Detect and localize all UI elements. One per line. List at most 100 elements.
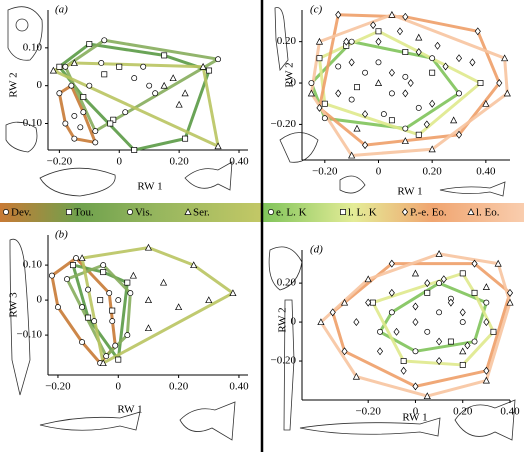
x-tick-label: 0 (413, 406, 419, 418)
x-axis-label: RW 1 (117, 404, 142, 416)
legend-band (262, 203, 524, 222)
point (229, 289, 237, 297)
point (182, 135, 189, 142)
point (362, 69, 369, 76)
legend-label: P.-e. Eo. (410, 207, 447, 219)
point (354, 84, 360, 91)
point (482, 376, 490, 384)
point (112, 342, 119, 349)
point (144, 296, 153, 304)
point (62, 120, 69, 127)
point (469, 58, 476, 67)
point (115, 297, 122, 304)
point (80, 109, 87, 116)
point (99, 359, 107, 367)
point (388, 309, 395, 316)
legend-label: Ser. (193, 207, 210, 219)
point (429, 69, 436, 76)
group-hull (80, 246, 235, 365)
point (77, 124, 84, 131)
point (374, 79, 383, 86)
group-hull (57, 42, 211, 152)
point (70, 59, 78, 66)
point (415, 33, 423, 41)
point (455, 54, 463, 63)
point (388, 10, 396, 18)
y-tick-label: −0.10 (17, 329, 43, 341)
point (396, 27, 404, 36)
point (503, 89, 511, 97)
group-hull (331, 262, 512, 388)
y-tick-label: 0 (37, 294, 43, 306)
x-tick-label: 0.40 (229, 381, 249, 393)
point (402, 12, 409, 21)
x-tick-label: 0.20 (453, 406, 473, 418)
point (353, 318, 360, 327)
point (388, 288, 395, 297)
point (370, 21, 377, 30)
x-tick-label: −0.20 (45, 381, 71, 393)
point (131, 147, 138, 153)
point (127, 290, 134, 297)
y-axis-label: RW 2 (8, 72, 20, 97)
point (97, 297, 104, 304)
point (362, 141, 369, 150)
point (101, 37, 108, 44)
legend-marker (340, 209, 346, 215)
point (146, 82, 153, 89)
point (388, 259, 395, 268)
point (401, 137, 409, 144)
x-tick-label: 0 (376, 166, 382, 178)
x-tick-label: 0.40 (476, 166, 496, 178)
point (335, 89, 342, 98)
point (122, 109, 129, 116)
point (388, 68, 395, 77)
legend-marker (268, 209, 274, 215)
x-tick-label: 0 (116, 381, 122, 393)
point (214, 142, 222, 150)
point (55, 304, 61, 311)
point (459, 270, 466, 277)
point (402, 73, 409, 80)
point (62, 63, 69, 70)
point (348, 38, 355, 45)
point (450, 116, 458, 124)
x-tick-label: 0.40 (500, 406, 520, 418)
point (365, 298, 372, 307)
point (482, 99, 490, 107)
point (464, 341, 471, 350)
point (190, 261, 198, 269)
point (161, 52, 168, 59)
point (471, 289, 478, 296)
point (496, 79, 503, 88)
point (85, 286, 92, 293)
point (100, 262, 107, 269)
point (98, 60, 105, 66)
y-axis-label: RW 3 (8, 292, 20, 318)
panel-label: (b) (55, 229, 68, 241)
point (393, 327, 400, 336)
point (423, 120, 430, 129)
point (436, 357, 443, 366)
point (140, 63, 147, 70)
point (321, 115, 328, 122)
point (71, 135, 78, 142)
point (434, 41, 441, 50)
point (424, 289, 431, 296)
point (92, 128, 99, 135)
point (340, 298, 349, 306)
legend-marker (127, 209, 133, 215)
point (92, 139, 99, 146)
point (424, 279, 431, 288)
legend-marker (401, 208, 409, 216)
panel-label: (d) (310, 244, 323, 256)
point (459, 347, 467, 355)
point (86, 82, 93, 89)
point (348, 151, 356, 159)
point (442, 62, 449, 71)
point (175, 303, 183, 311)
point (116, 63, 123, 70)
point (471, 259, 478, 268)
point (103, 353, 110, 360)
point (100, 269, 107, 276)
